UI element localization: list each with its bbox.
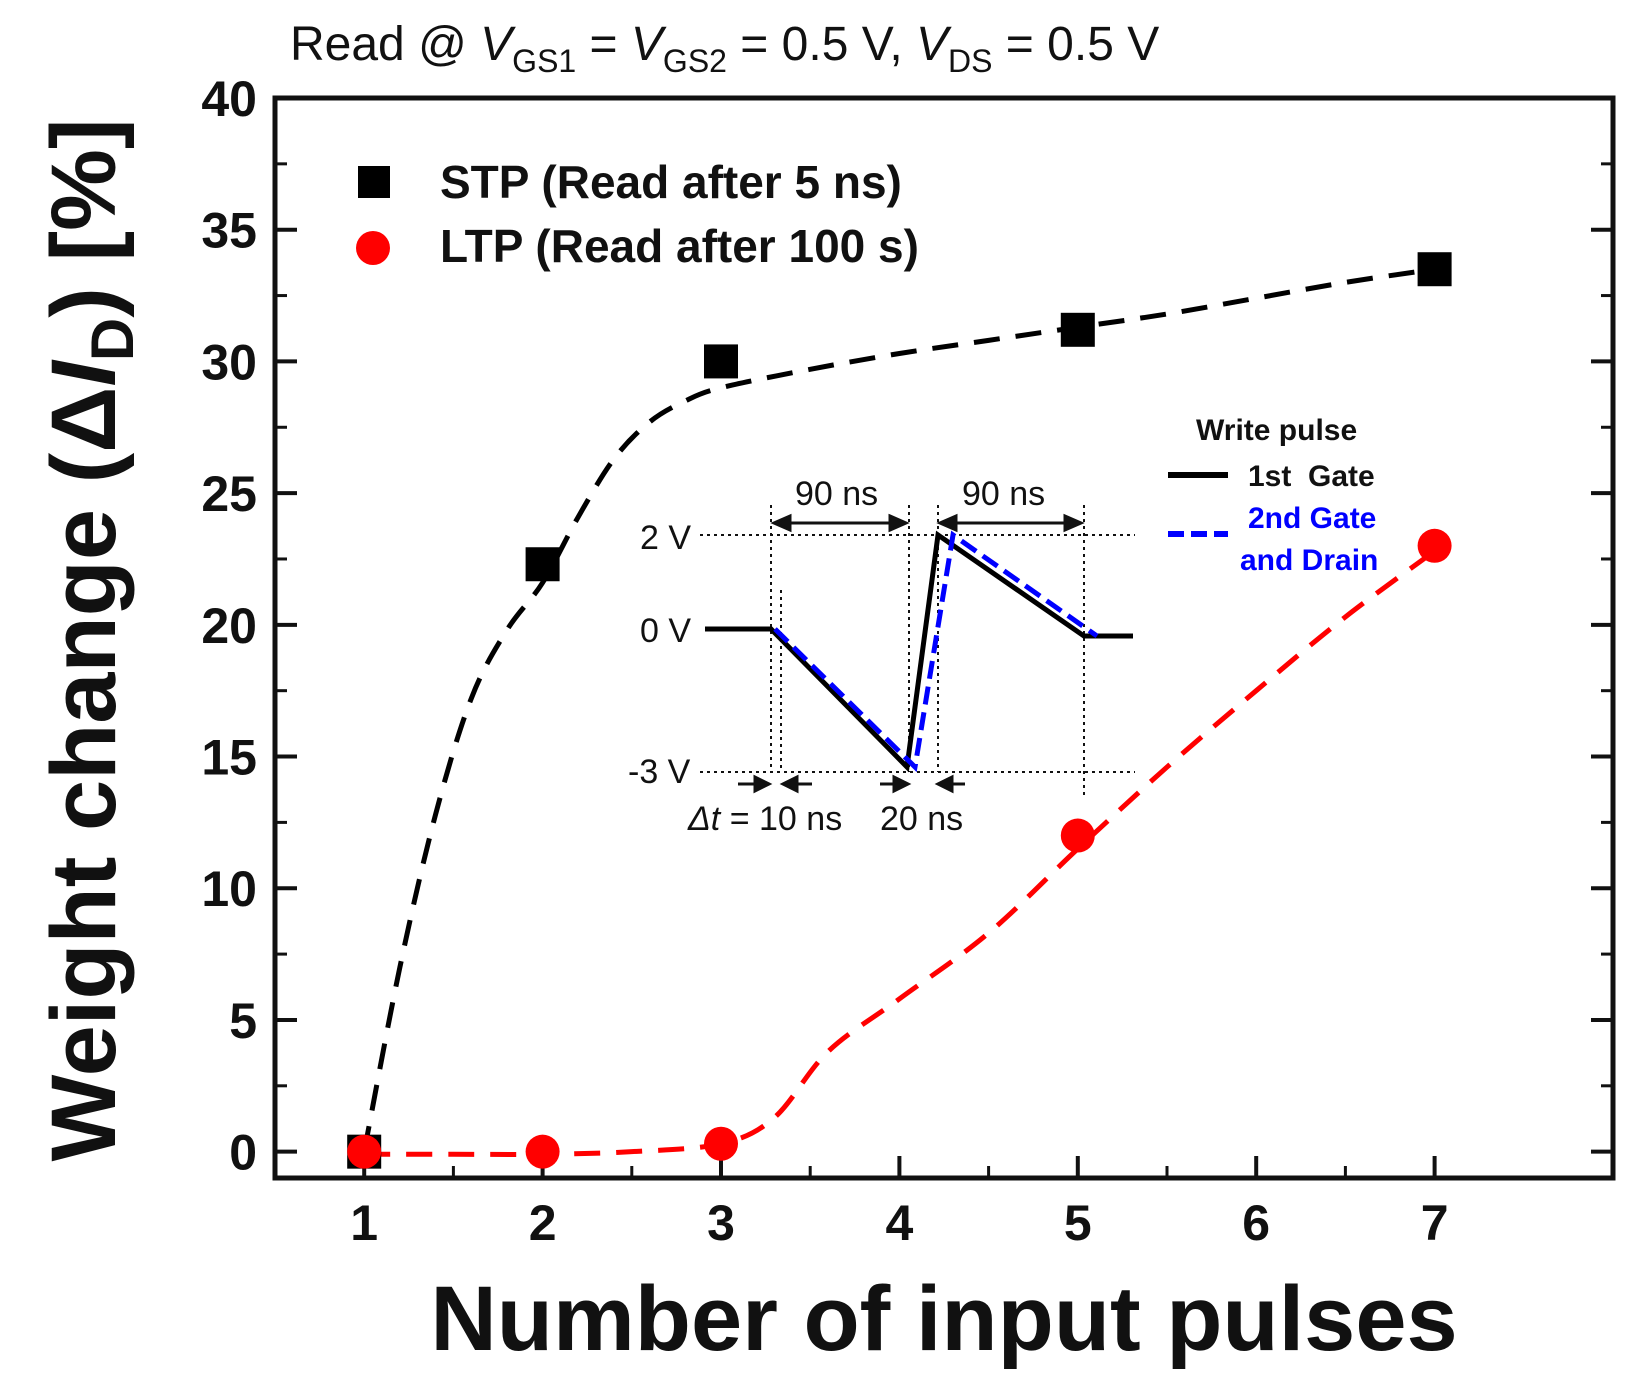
inset-label-delta-t: Δt = 10 ns: [687, 800, 842, 838]
fit-lines: [361, 266, 1437, 1157]
read-condition-title: Read @ VGS1 = VGS2 = 0.5 V, VDS = 0.5 V: [290, 18, 1159, 79]
data-point-stp: [704, 344, 738, 379]
data-point-stp: [1417, 252, 1452, 287]
inset-wave-second-gate-drain: [773, 530, 1099, 773]
inset-label-minus3v: -3 V: [628, 753, 691, 791]
inset-label-0v: 0 V: [640, 612, 691, 650]
data-point-ltp: [1417, 528, 1452, 563]
x-tick-label: 7: [1421, 1195, 1449, 1251]
inset-label-90ns-right: 90 ns: [962, 475, 1045, 513]
inset-legend-first-gate: 1st Gate: [1248, 460, 1375, 493]
x-tick-label: 1: [350, 1195, 378, 1251]
inset-legend-second-gate: 2nd Gate: [1248, 502, 1376, 535]
inset-label-90ns-left: 90 ns: [795, 475, 878, 513]
legend-label-ltp: LTP (Read after 100 s): [440, 220, 919, 272]
fit-line-series-0: [361, 266, 1435, 1153]
data-point-ltp: [1060, 818, 1095, 853]
x-axis-title: Number of input pulses: [430, 1268, 1457, 1370]
x-tick-label: 2: [529, 1195, 557, 1251]
y-tick-label: 5: [229, 993, 257, 1049]
y-tick-label: 25: [201, 466, 257, 522]
inset-label-20ns: 20 ns: [880, 800, 963, 838]
plot-frame: [272, 95, 1616, 1181]
x-tick-label: 4: [885, 1195, 913, 1251]
data-markers: [347, 252, 1452, 1169]
y-tick-label: 30: [201, 334, 257, 390]
y-tick-label: 0: [229, 1125, 257, 1181]
fit-line-series-1: [364, 549, 1437, 1157]
data-point-ltp: [704, 1126, 738, 1161]
x-tick-label: 3: [707, 1195, 735, 1251]
x-axis-ticks: 1 2 3 4 5 6 7: [350, 1156, 1449, 1251]
write-pulse-inset: 2 V 0 V -3 V 90 ns 90 ns Δt = 10 ns 20 n…: [628, 414, 1378, 838]
data-point-ltp: [347, 1134, 382, 1169]
data-point-ltp: [525, 1134, 560, 1169]
x-tick-label: 6: [1242, 1195, 1270, 1251]
y-tick-label: 35: [201, 203, 257, 259]
legend-label-stp: STP (Read after 5 ns): [440, 156, 902, 208]
inset-legend-and-drain: and Drain: [1240, 544, 1378, 577]
data-point-stp: [525, 547, 560, 582]
y-tick-label: 40: [201, 71, 257, 127]
y-tick-label: 15: [201, 730, 257, 786]
legend-marker-ltp: [356, 231, 390, 265]
y-tick-label: 20: [201, 598, 257, 654]
y-axis-title: Weight change (ΔID) [%]: [33, 118, 146, 1161]
inset-wave-first-gate: [705, 530, 1133, 773]
inset-label-2v: 2 V: [640, 519, 691, 557]
y-tick-label: 10: [201, 861, 257, 917]
x-tick-label: 5: [1064, 1195, 1092, 1251]
legend: STP (Read after 5 ns) LTP (Read after 10…: [356, 156, 919, 272]
data-point-stp: [1060, 312, 1095, 347]
y-axis-ticks: 0 5 10 15 20 25 30 35 40: [201, 71, 1613, 1181]
inset-legend-title: Write pulse: [1196, 414, 1357, 447]
legend-marker-stp: [358, 166, 390, 198]
